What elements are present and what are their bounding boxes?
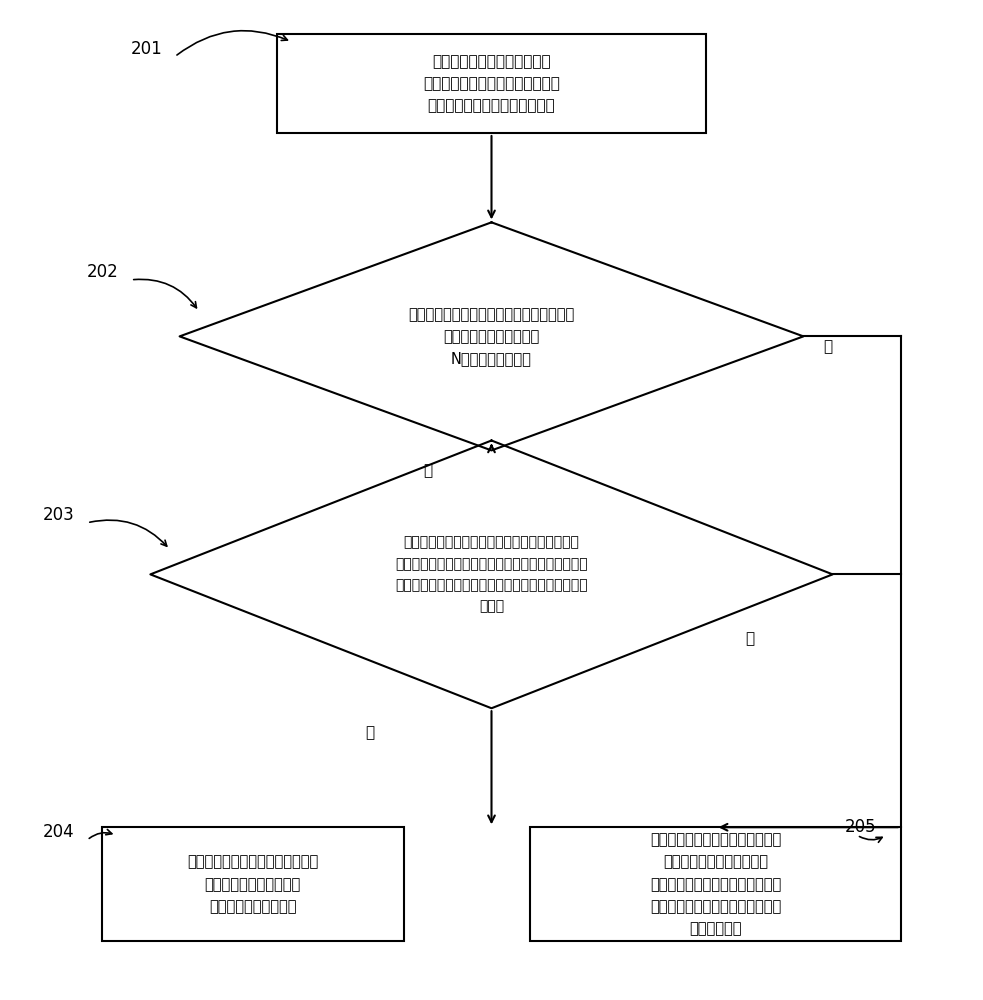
Text: 否: 否 [424,463,433,478]
Text: 202: 202 [87,263,119,281]
Text: 是: 是 [823,339,833,354]
Text: 将所述当前数据包发送给资源占用
率低于第一阈值的处理器核
，并将所述当前数据包所属数据流
与所述资源占用率低于第一阈值的
处理器核绑定: 将所述当前数据包发送给资源占用 率低于第一阈值的处理器核 ，并将所述当前数据包所… [650,832,781,936]
Text: 否: 否 [745,631,754,646]
Text: 在多处理器核系统运行期间，
获取第一控制参数、第二控制参数
、第三控制参数和第四控制参数: 在多处理器核系统运行期间， 获取第一控制参数、第二控制参数 、第三控制参数和第四… [423,54,560,113]
Text: 201: 201 [131,40,162,58]
Text: 根据所述第二控制参数，判断所述当前数据包所
属数据流在所述多处理器核系统的内部传输所用时间
是否超过在所述多处理器核系统的被处理器核处理所
用时间: 根据所述第二控制参数，判断所述当前数据包所 属数据流在所述多处理器核系统的内部传… [395,536,588,613]
FancyBboxPatch shape [277,34,706,133]
Text: 根据所述第三控制参数，将所述当
前数据包分发至处理器核
占用率最低的处理器核: 根据所述第三控制参数，将所述当 前数据包分发至处理器核 占用率最低的处理器核 [187,855,318,914]
Text: 是: 是 [365,726,375,741]
FancyBboxPatch shape [101,827,404,941]
Text: 204: 204 [43,823,75,841]
Text: 根据所述第一控制参数，检测所述当前数据
包所属数据流是否为所述
N个数据流中的一个: 根据所述第一控制参数，检测所述当前数据 包所属数据流是否为所述 N个数据流中的一… [408,307,575,366]
Text: 203: 203 [43,506,75,524]
Text: 205: 205 [844,818,877,836]
FancyBboxPatch shape [531,827,900,941]
